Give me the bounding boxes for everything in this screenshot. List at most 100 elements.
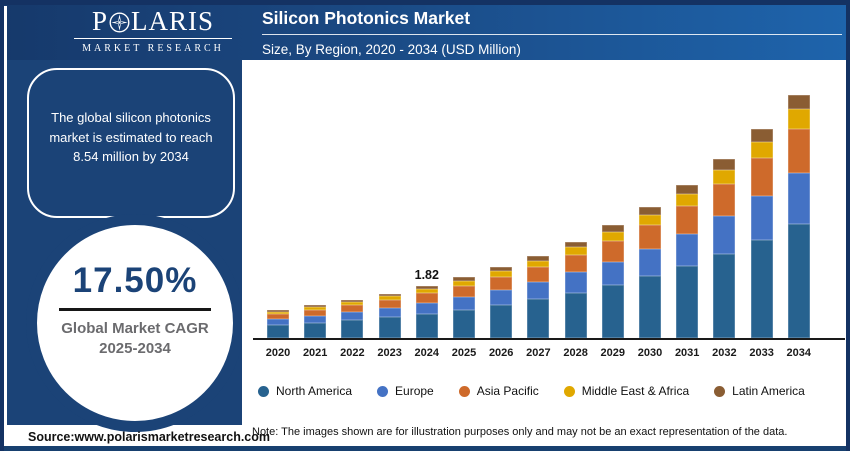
bar-segment	[490, 289, 513, 305]
chart-panel: 2020 2021 2022 2023 2024 2025 2026 2027 2028 2029…	[242, 60, 846, 446]
x-tick-label: 2024	[414, 347, 440, 359]
bar-column-2026	[490, 267, 513, 338]
market-estimate-callout: The global silicon photonics market is e…	[27, 68, 235, 218]
bar-column-2034	[787, 94, 810, 338]
bar-column-2033	[750, 129, 773, 338]
bar-segment	[750, 141, 773, 159]
bar-segment	[750, 239, 773, 338]
legend-item: Middle East & Africa	[563, 384, 689, 398]
cagr-label: Global Market CAGR 2025-2034	[61, 319, 209, 360]
logo-divider	[74, 38, 232, 39]
x-tick-label: 2032	[712, 347, 737, 359]
bar-segment	[267, 313, 289, 319]
frame-left-stripe	[4, 6, 7, 446]
bar-segment	[601, 261, 624, 286]
bar-segment	[713, 216, 736, 254]
legend-label: Europe	[395, 384, 434, 398]
bar-segment	[341, 312, 364, 321]
bar-segment	[750, 129, 773, 142]
bar-column-2020	[267, 309, 289, 338]
bar-segment	[527, 255, 550, 261]
legend-item: Latin America	[714, 384, 805, 398]
bar-segment	[490, 304, 513, 338]
bar-segment	[378, 293, 401, 297]
bar-segment	[713, 184, 736, 217]
bar-segment	[527, 267, 550, 282]
x-tick-label: 2034	[786, 347, 812, 359]
bar-column-2029	[601, 225, 624, 338]
bar-segment	[490, 267, 513, 272]
bar-segment	[304, 305, 327, 308]
bar-segment	[676, 206, 699, 234]
x-tick-label: 2028	[563, 347, 588, 359]
bar-segment	[713, 169, 736, 185]
x-tick-label: 2029	[600, 347, 626, 359]
bar-segment	[750, 196, 773, 240]
source-text: Source:www.polarismarketresearch.com	[28, 430, 270, 444]
bar-segment	[676, 184, 699, 195]
logo-wordmark: P LARIS	[66, 8, 240, 35]
legend-dot-icon	[563, 385, 575, 397]
x-tick-label: 2031	[674, 347, 700, 359]
bar-segment	[415, 302, 438, 314]
bar-segment	[304, 315, 327, 323]
bar-segment	[341, 299, 364, 303]
bar-segment	[415, 313, 438, 338]
bar-segment	[750, 158, 773, 197]
bar-segment	[564, 292, 587, 338]
bar-segment	[601, 232, 624, 242]
bar-segment	[564, 272, 587, 293]
bar-segment	[601, 241, 624, 262]
bar-segment	[713, 159, 736, 170]
legend-item: Asia Pacific	[458, 384, 539, 398]
bar-segment	[639, 206, 661, 215]
legend-dot-icon	[714, 385, 726, 397]
bar-column-2030	[639, 206, 661, 338]
legend-dot-icon	[258, 385, 269, 397]
bar-segment	[787, 94, 810, 110]
legend-item: North America	[258, 384, 352, 398]
bar-segment	[490, 271, 513, 278]
x-tick-label: 2033	[749, 347, 774, 359]
x-tick-label: 2023	[377, 347, 402, 359]
title-divider	[262, 34, 842, 35]
bar-segment	[378, 307, 401, 318]
bar-segment	[267, 309, 289, 312]
polaris-logo: P LARIS MARKET RESEARCH	[66, 8, 240, 54]
x-tick-label: 2026	[488, 347, 514, 359]
bar-column-2031	[676, 184, 699, 338]
legend-item: Europe	[377, 384, 434, 398]
bar-segment	[415, 285, 438, 290]
bar-segment	[639, 276, 661, 338]
bar-segment	[453, 285, 475, 297]
bar-segment	[267, 318, 289, 325]
logo-wordmark-pre: P	[91, 6, 108, 36]
bar-segment	[341, 320, 364, 338]
bar-segment	[378, 317, 401, 338]
page-title: Silicon Photonics Market	[262, 8, 471, 28]
bar-segment	[564, 241, 587, 248]
bar-segment	[676, 233, 699, 267]
bar-segment	[787, 128, 810, 173]
bar-segment	[527, 299, 550, 338]
x-tick-label: 2027	[526, 347, 551, 359]
bar-segment	[564, 247, 587, 256]
bar-segment	[527, 260, 550, 268]
bar-column-2021	[304, 305, 327, 338]
logo-tagline: MARKET RESEARCH	[82, 43, 224, 54]
bar-segment	[341, 302, 364, 306]
bar-segment	[787, 172, 810, 224]
bar-segment	[267, 311, 289, 314]
logo-wordmark-post: LARIS	[131, 6, 215, 36]
bar-segment	[490, 277, 513, 290]
cagr-badge: 17.50% Global Market CAGR 2025-2034	[26, 214, 244, 432]
x-tick-label: 2021	[302, 347, 328, 359]
legend: North America Europe Asia Pacific Middle Ea…	[258, 384, 805, 398]
header: P LARIS MARKET RESEARCH Silicon Photonic…	[0, 0, 850, 60]
bar-segment	[453, 281, 475, 286]
title-block: Silicon Photonics Market Size, By Region…	[262, 8, 842, 57]
bar-segment	[787, 109, 810, 129]
x-tick-label: 2020	[265, 347, 291, 359]
cagr-value: 17.50%	[72, 260, 198, 300]
